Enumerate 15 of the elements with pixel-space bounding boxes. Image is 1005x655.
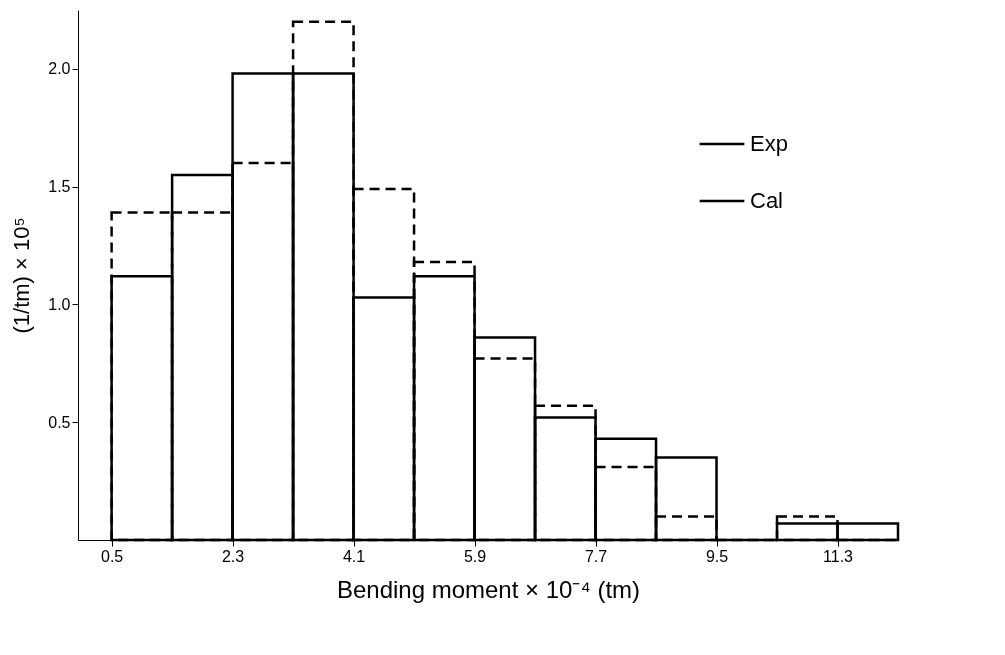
x-tick-label: 0.5: [100, 547, 124, 565]
y-tick-label: 0.5: [48, 413, 71, 431]
x-tick-label: 2.3: [221, 547, 245, 565]
y-tick-label: 1.5: [48, 178, 71, 196]
y-tick-label: 1.0: [48, 295, 71, 313]
y-tick-label: 2.0: [48, 60, 71, 78]
y-axis-title: (1/tm) × 10⁵: [9, 217, 35, 334]
x-tick-label: 5.9: [463, 547, 487, 565]
x-tick-label: 4.1: [342, 547, 366, 565]
legend-label: Exp: [750, 131, 788, 156]
legend-label: Cal: [750, 188, 784, 213]
x-tick-label: 11.3: [823, 547, 854, 565]
x-axis-title: Bending moment × 10⁻⁴ (tm): [336, 575, 641, 603]
x-tick-label: 9.5: [705, 547, 729, 565]
x-tick-label: 7.7: [584, 547, 608, 565]
